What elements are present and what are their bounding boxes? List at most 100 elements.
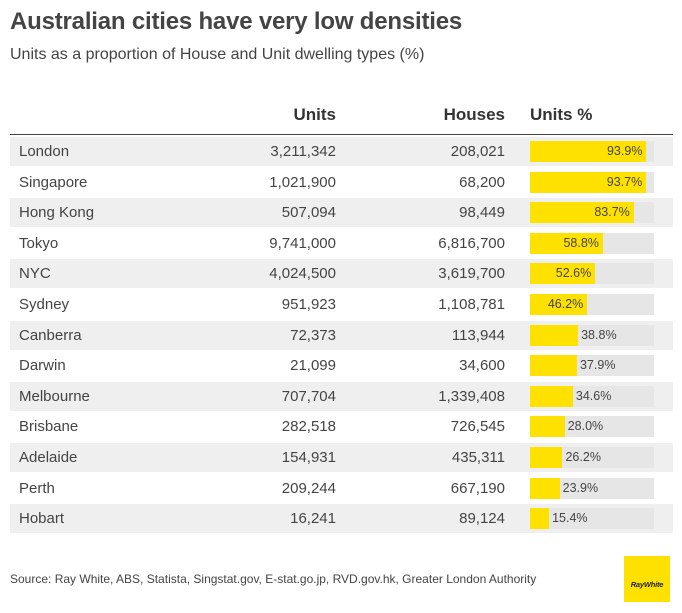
city-name: Tokyo [19, 234, 59, 252]
table-row: Hobart 16,241 89,124 15.4% [10, 504, 673, 534]
pct-label: 34.6% [575, 388, 612, 403]
pct-label: 26.2% [565, 449, 601, 464]
pct-bar-track: 34.6% [530, 385, 654, 407]
city-name: Canberra [19, 326, 82, 344]
pct-bar-track: 83.7% [530, 202, 654, 224]
houses-value: 1,108,781 [438, 295, 505, 313]
city-name: Perth [19, 479, 55, 497]
table-row: Perth 209,244 667,190 23.9% [10, 474, 673, 503]
pct-bar [530, 324, 579, 346]
city-name: Hong Kong [19, 204, 95, 222]
city-name: London [19, 143, 70, 160]
pct-bar-track: 93.9% [530, 141, 654, 162]
table-row: London 3,211,342 208,021 93.9% [10, 137, 673, 166]
pct-bar [530, 477, 560, 499]
houses-value: 1,339,408 [438, 387, 505, 405]
pct-bar-track: 93.7% [530, 171, 654, 193]
pct-bar-track: 23.9% [530, 477, 654, 499]
pct-label: 52.6% [555, 266, 592, 281]
houses-value: 208,021 [450, 143, 505, 160]
table-row: Darwin 21,099 34,600 37.9% [10, 351, 673, 380]
ray-white-logo: RayWhite [624, 556, 670, 602]
units-value: 1,021,900 [269, 173, 336, 191]
pct-bar [530, 141, 647, 162]
pct-label: 46.2% [547, 296, 584, 311]
pct-bar [530, 385, 573, 407]
houses-value: 34,600 [459, 357, 505, 375]
table-row: Hong Kong 507,094 98,449 83.7% [10, 198, 673, 228]
houses-value: 98,449 [459, 204, 505, 222]
pct-label: 28.0% [567, 419, 604, 434]
pct-label: 15.4% [552, 511, 588, 526]
pct-bar [530, 202, 634, 224]
pct-bar [530, 293, 588, 315]
pct-bar [530, 232, 603, 254]
pct-bar [530, 263, 596, 285]
pct-label: 58.8% [563, 235, 599, 250]
pct-bar-track: 28.0% [530, 416, 654, 438]
units-value: 951,923 [281, 295, 336, 313]
units-value: 3,211,342 [270, 143, 336, 160]
city-name: Darwin [19, 357, 66, 375]
pct-label: 23.9% [562, 480, 599, 495]
pct-label: 93.7% [606, 174, 643, 189]
city-name: Hobart [19, 510, 65, 528]
units-value: 707,704 [281, 387, 336, 405]
units-value: 16,241 [290, 510, 336, 528]
header-houses: Houses [443, 105, 505, 124]
table-row: Melbourne 707,704 1,339,408 34.6% [10, 381, 673, 411]
logo-text: RayWhite [630, 580, 664, 589]
pct-bar [530, 446, 563, 468]
city-name: Sydney [19, 295, 70, 313]
table-row: Canberra 72,373 113,944 38.8% [10, 320, 673, 350]
pct-label: 83.7% [594, 205, 630, 220]
pct-label: 37.9% [579, 358, 616, 373]
header-units: Units [293, 105, 337, 124]
houses-value: 89,124 [459, 510, 505, 528]
pct-label: 93.9% [606, 144, 643, 158]
houses-value: 68,200 [459, 173, 505, 191]
units-value: 507,094 [281, 204, 336, 222]
units-value: 21,099 [290, 357, 336, 375]
units-value: 9,741,000 [269, 234, 336, 252]
table-row: Sydney 951,923 1,108,781 46.2% [10, 290, 673, 319]
pct-bar-track: 26.2% [530, 446, 654, 468]
units-value: 209,244 [281, 479, 336, 497]
units-value: 282,518 [281, 418, 336, 436]
houses-value: 6,816,700 [438, 234, 505, 252]
pct-bar-track: 58.8% [530, 232, 654, 254]
city-name: Melbourne [19, 387, 90, 405]
houses-value: 726,545 [450, 418, 505, 436]
city-name: Singapore [19, 173, 88, 191]
houses-value: 3,619,700 [438, 265, 505, 283]
city-name: NYC [19, 265, 51, 283]
table-row: Adelaide 154,931 435,311 26.2% [10, 442, 673, 472]
table-row: Brisbane 282,518 726,545 28.0% [10, 412, 673, 441]
pct-bar [530, 508, 550, 530]
pct-bar-track: 52.6% [530, 263, 654, 285]
pct-bar-track: 46.2% [530, 293, 654, 315]
table-body: London 3,211,342 208,021 93.9% Singapore 1,02… [10, 137, 673, 534]
units-value: 72,373 [290, 326, 336, 344]
pct-label: 38.8% [581, 327, 617, 342]
houses-value: 667,190 [450, 479, 505, 497]
source-note: Source: Ray White, ABS, Statista, Singst… [10, 572, 537, 586]
city-name: Adelaide [19, 448, 78, 466]
table-row: Singapore 1,021,900 68,200 93.7% [10, 168, 673, 197]
pct-bar [530, 171, 647, 193]
density-table: Units Houses Units % London 3,211,342 208,… [10, 100, 673, 535]
pct-bar [530, 355, 577, 377]
pct-bar-track: 15.4% [530, 508, 654, 530]
units-value: 4,024,500 [269, 265, 336, 283]
city-name: Brisbane [19, 418, 79, 436]
chart-subtitle: Units as a proportion of House and Unit … [10, 46, 425, 63]
table-row: Tokyo 9,741,000 6,816,700 58.8% [10, 229, 673, 258]
houses-value: 113,944 [451, 326, 505, 344]
chart-title: Australian cities have very low densitie… [10, 8, 462, 35]
units-value: 154,931 [281, 448, 336, 466]
pct-bar-track: 38.8% [530, 324, 654, 346]
header-units-pct: Units % [530, 105, 593, 124]
pct-bar [530, 416, 565, 438]
table-row: NYC 4,024,500 3,619,700 52.6% [10, 259, 673, 289]
pct-bar-track: 37.9% [530, 355, 654, 377]
